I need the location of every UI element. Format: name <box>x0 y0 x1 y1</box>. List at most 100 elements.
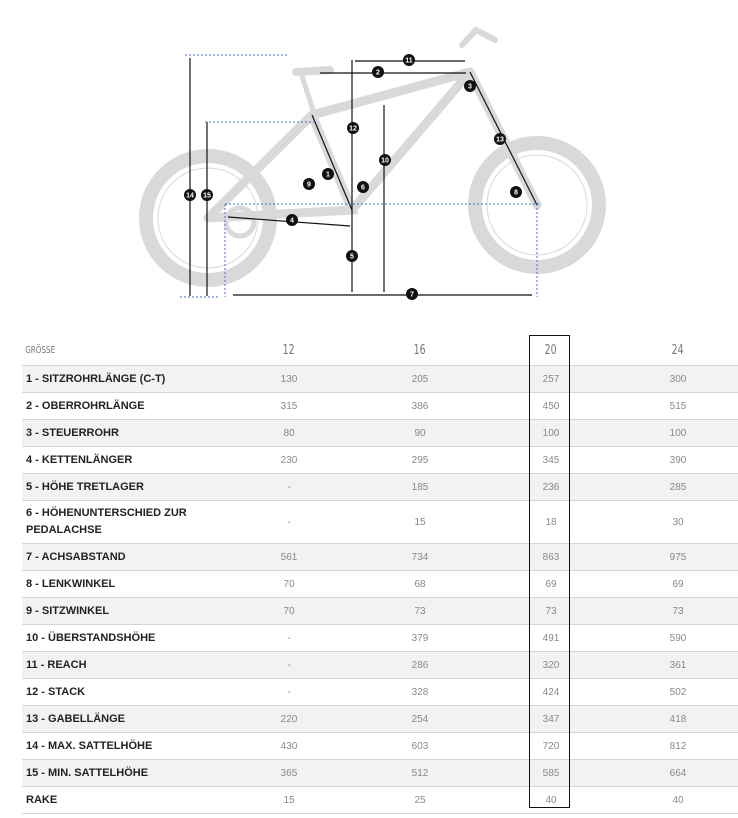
table-row: 2 - OBERROHRLÄNGE 315 386 450 515 <box>22 392 738 420</box>
table-row: 15 - MIN. SATTELHÖHE 365 512 585 664 <box>22 759 738 787</box>
marker-label: 12 <box>349 126 357 133</box>
table-row: 8 - LENKWINKEL 70 68 69 69 <box>22 570 738 598</box>
row-value: 185 <box>352 473 484 501</box>
marker-label: 14 <box>186 193 194 200</box>
row-value: 347 <box>484 705 614 733</box>
bike-illustration <box>139 26 606 287</box>
marker-label: 7 <box>410 292 414 299</box>
row-value: 69 <box>484 570 614 598</box>
marker-2 <box>372 66 384 78</box>
row-value: 418 <box>614 705 738 733</box>
table-header-row: GRÖSSE 12 16 20 24 <box>22 335 738 366</box>
row-value: 70 <box>222 597 352 625</box>
row-label: 3 - STEUERROHR <box>22 419 222 447</box>
row-value: 512 <box>352 759 484 787</box>
row-label: 5 - HÖHE TRETLAGER <box>22 473 222 501</box>
table-row: RAKE 15 25 40 40 <box>22 786 738 814</box>
dimension-lines <box>189 58 538 296</box>
row-value: 230 <box>222 446 352 474</box>
row-value: 73 <box>352 597 484 625</box>
table-row: 11 - REACH -286 320 361 <box>22 651 738 679</box>
row-value: 90 <box>352 419 484 447</box>
row-value: 361 <box>614 651 738 679</box>
row-value: 379 <box>352 624 484 652</box>
row-value: - <box>222 678 352 706</box>
row-value: 328 <box>352 678 484 706</box>
row-label: 2 - OBERROHRLÄNGE <box>22 392 222 420</box>
row-label: 14 - MAX. SATTELHÖHE <box>22 732 222 760</box>
row-value: 720 <box>484 732 614 760</box>
row-value: 286 <box>352 651 484 679</box>
marker-9 <box>303 178 315 190</box>
row-value: 40 <box>484 786 614 814</box>
row-value: 100 <box>484 419 614 447</box>
row-value: 734 <box>352 543 484 571</box>
row-value: 236 <box>484 473 614 501</box>
marker-label: 6 <box>361 185 365 192</box>
row-label: 9 - SITZWINKEL <box>22 597 222 625</box>
row-value: 100 <box>614 419 738 447</box>
table-row: 1 - SITZROHRLÄNGE (C-T) 130 205 257 300 <box>22 365 738 393</box>
marker-label: 9 <box>307 182 311 189</box>
row-value: 365 <box>222 759 352 787</box>
row-value: 285 <box>614 473 738 501</box>
row-label: 13 - GABELLÄNGE <box>22 705 222 733</box>
table-row: 14 - MAX. SATTELHÖHE 430 603 720 812 <box>22 732 738 760</box>
table-row: 6 - HÖHENUNTERSCHIED ZUR PEDALACHSE -15 18… <box>22 500 738 544</box>
row-value: 15 <box>222 786 352 814</box>
row-value: 430 <box>222 732 352 760</box>
row-value: 220 <box>222 705 352 733</box>
row-value: 664 <box>614 759 738 787</box>
marker-label: 1 <box>326 172 330 179</box>
marker-6 <box>357 181 369 193</box>
row-value: 68 <box>352 570 484 598</box>
row-value: 295 <box>352 446 484 474</box>
row-value: 812 <box>614 732 738 760</box>
header-size-20: 20 <box>497 335 601 366</box>
marker-11 <box>403 54 415 66</box>
row-label: 10 - ÜBERSTANDSHÖHE <box>22 624 222 652</box>
marker-5 <box>346 250 358 262</box>
marker-12 <box>347 122 359 134</box>
row-value: 345 <box>484 446 614 474</box>
table-row: 3 - STEUERROHR 80 90 100 100 <box>22 419 738 447</box>
row-value: 515 <box>614 392 738 420</box>
table-row: 10 - ÜBERSTANDSHÖHE -379 491 590 <box>22 624 738 652</box>
row-value: 320 <box>484 651 614 679</box>
row-value: 561 <box>222 543 352 571</box>
marker-label: 13 <box>496 137 504 144</box>
marker-14 <box>184 189 196 201</box>
row-value: 491 <box>484 624 614 652</box>
row-value: 80 <box>222 419 352 447</box>
row-value: - <box>222 473 352 501</box>
marker-15 <box>201 189 213 201</box>
row-value: - <box>222 500 352 544</box>
marker-label: 3 <box>468 84 472 91</box>
marker-label: 8 <box>514 190 518 197</box>
row-value: 390 <box>614 446 738 474</box>
marker-8 <box>510 186 522 198</box>
row-value: 590 <box>614 624 738 652</box>
row-value: 257 <box>484 365 614 393</box>
row-value: 254 <box>352 705 484 733</box>
marker-label: 5 <box>350 254 354 261</box>
row-label: 11 - REACH <box>22 651 222 679</box>
row-value: 603 <box>352 732 484 760</box>
row-value: 300 <box>614 365 738 393</box>
marker-13 <box>494 133 506 145</box>
row-value: 15 <box>352 500 484 544</box>
row-value: 70 <box>222 570 352 598</box>
row-value: 975 <box>614 543 738 571</box>
row-value: - <box>222 651 352 679</box>
row-value: 205 <box>352 365 484 393</box>
header-size-12: 12 <box>235 335 339 366</box>
row-label: 12 - STACK <box>22 678 222 706</box>
row-value: - <box>222 624 352 652</box>
table-row: 5 - HÖHE TRETLAGER -185 236 285 <box>22 473 738 501</box>
marker-label: 4 <box>290 218 294 225</box>
marker-1 <box>322 168 334 180</box>
row-value: 424 <box>484 678 614 706</box>
marker-4 <box>286 214 298 226</box>
